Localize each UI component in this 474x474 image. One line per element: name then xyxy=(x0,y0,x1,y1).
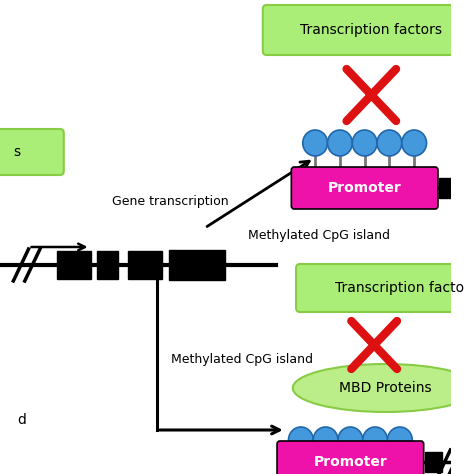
Text: Promoter: Promoter xyxy=(313,455,387,469)
Text: Methylated CpG island: Methylated CpG island xyxy=(247,228,390,241)
Bar xyxy=(439,178,456,198)
Bar xyxy=(425,452,442,472)
Circle shape xyxy=(289,427,313,453)
FancyBboxPatch shape xyxy=(292,167,438,209)
Text: Gene transcription: Gene transcription xyxy=(112,195,229,209)
FancyBboxPatch shape xyxy=(277,441,424,474)
Text: Transcription facto: Transcription facto xyxy=(335,281,465,295)
Text: Methylated CpG island: Methylated CpG island xyxy=(172,354,313,366)
Circle shape xyxy=(303,130,328,156)
Bar xyxy=(57,251,91,279)
Circle shape xyxy=(402,130,427,156)
FancyBboxPatch shape xyxy=(296,264,474,312)
Circle shape xyxy=(313,427,338,453)
Text: Promoter: Promoter xyxy=(328,181,401,195)
Text: MBD Proteins: MBD Proteins xyxy=(339,381,432,395)
Bar xyxy=(170,250,225,280)
Text: s: s xyxy=(14,145,21,159)
FancyBboxPatch shape xyxy=(0,129,64,175)
Circle shape xyxy=(388,427,412,453)
Circle shape xyxy=(363,427,388,453)
Text: d: d xyxy=(17,413,26,427)
Circle shape xyxy=(338,427,363,453)
Bar xyxy=(128,251,162,279)
Text: Transcription factors: Transcription factors xyxy=(301,23,442,37)
Ellipse shape xyxy=(293,364,474,412)
FancyBboxPatch shape xyxy=(263,5,474,55)
Bar xyxy=(97,251,118,279)
Circle shape xyxy=(352,130,377,156)
Circle shape xyxy=(328,130,352,156)
Circle shape xyxy=(377,130,402,156)
